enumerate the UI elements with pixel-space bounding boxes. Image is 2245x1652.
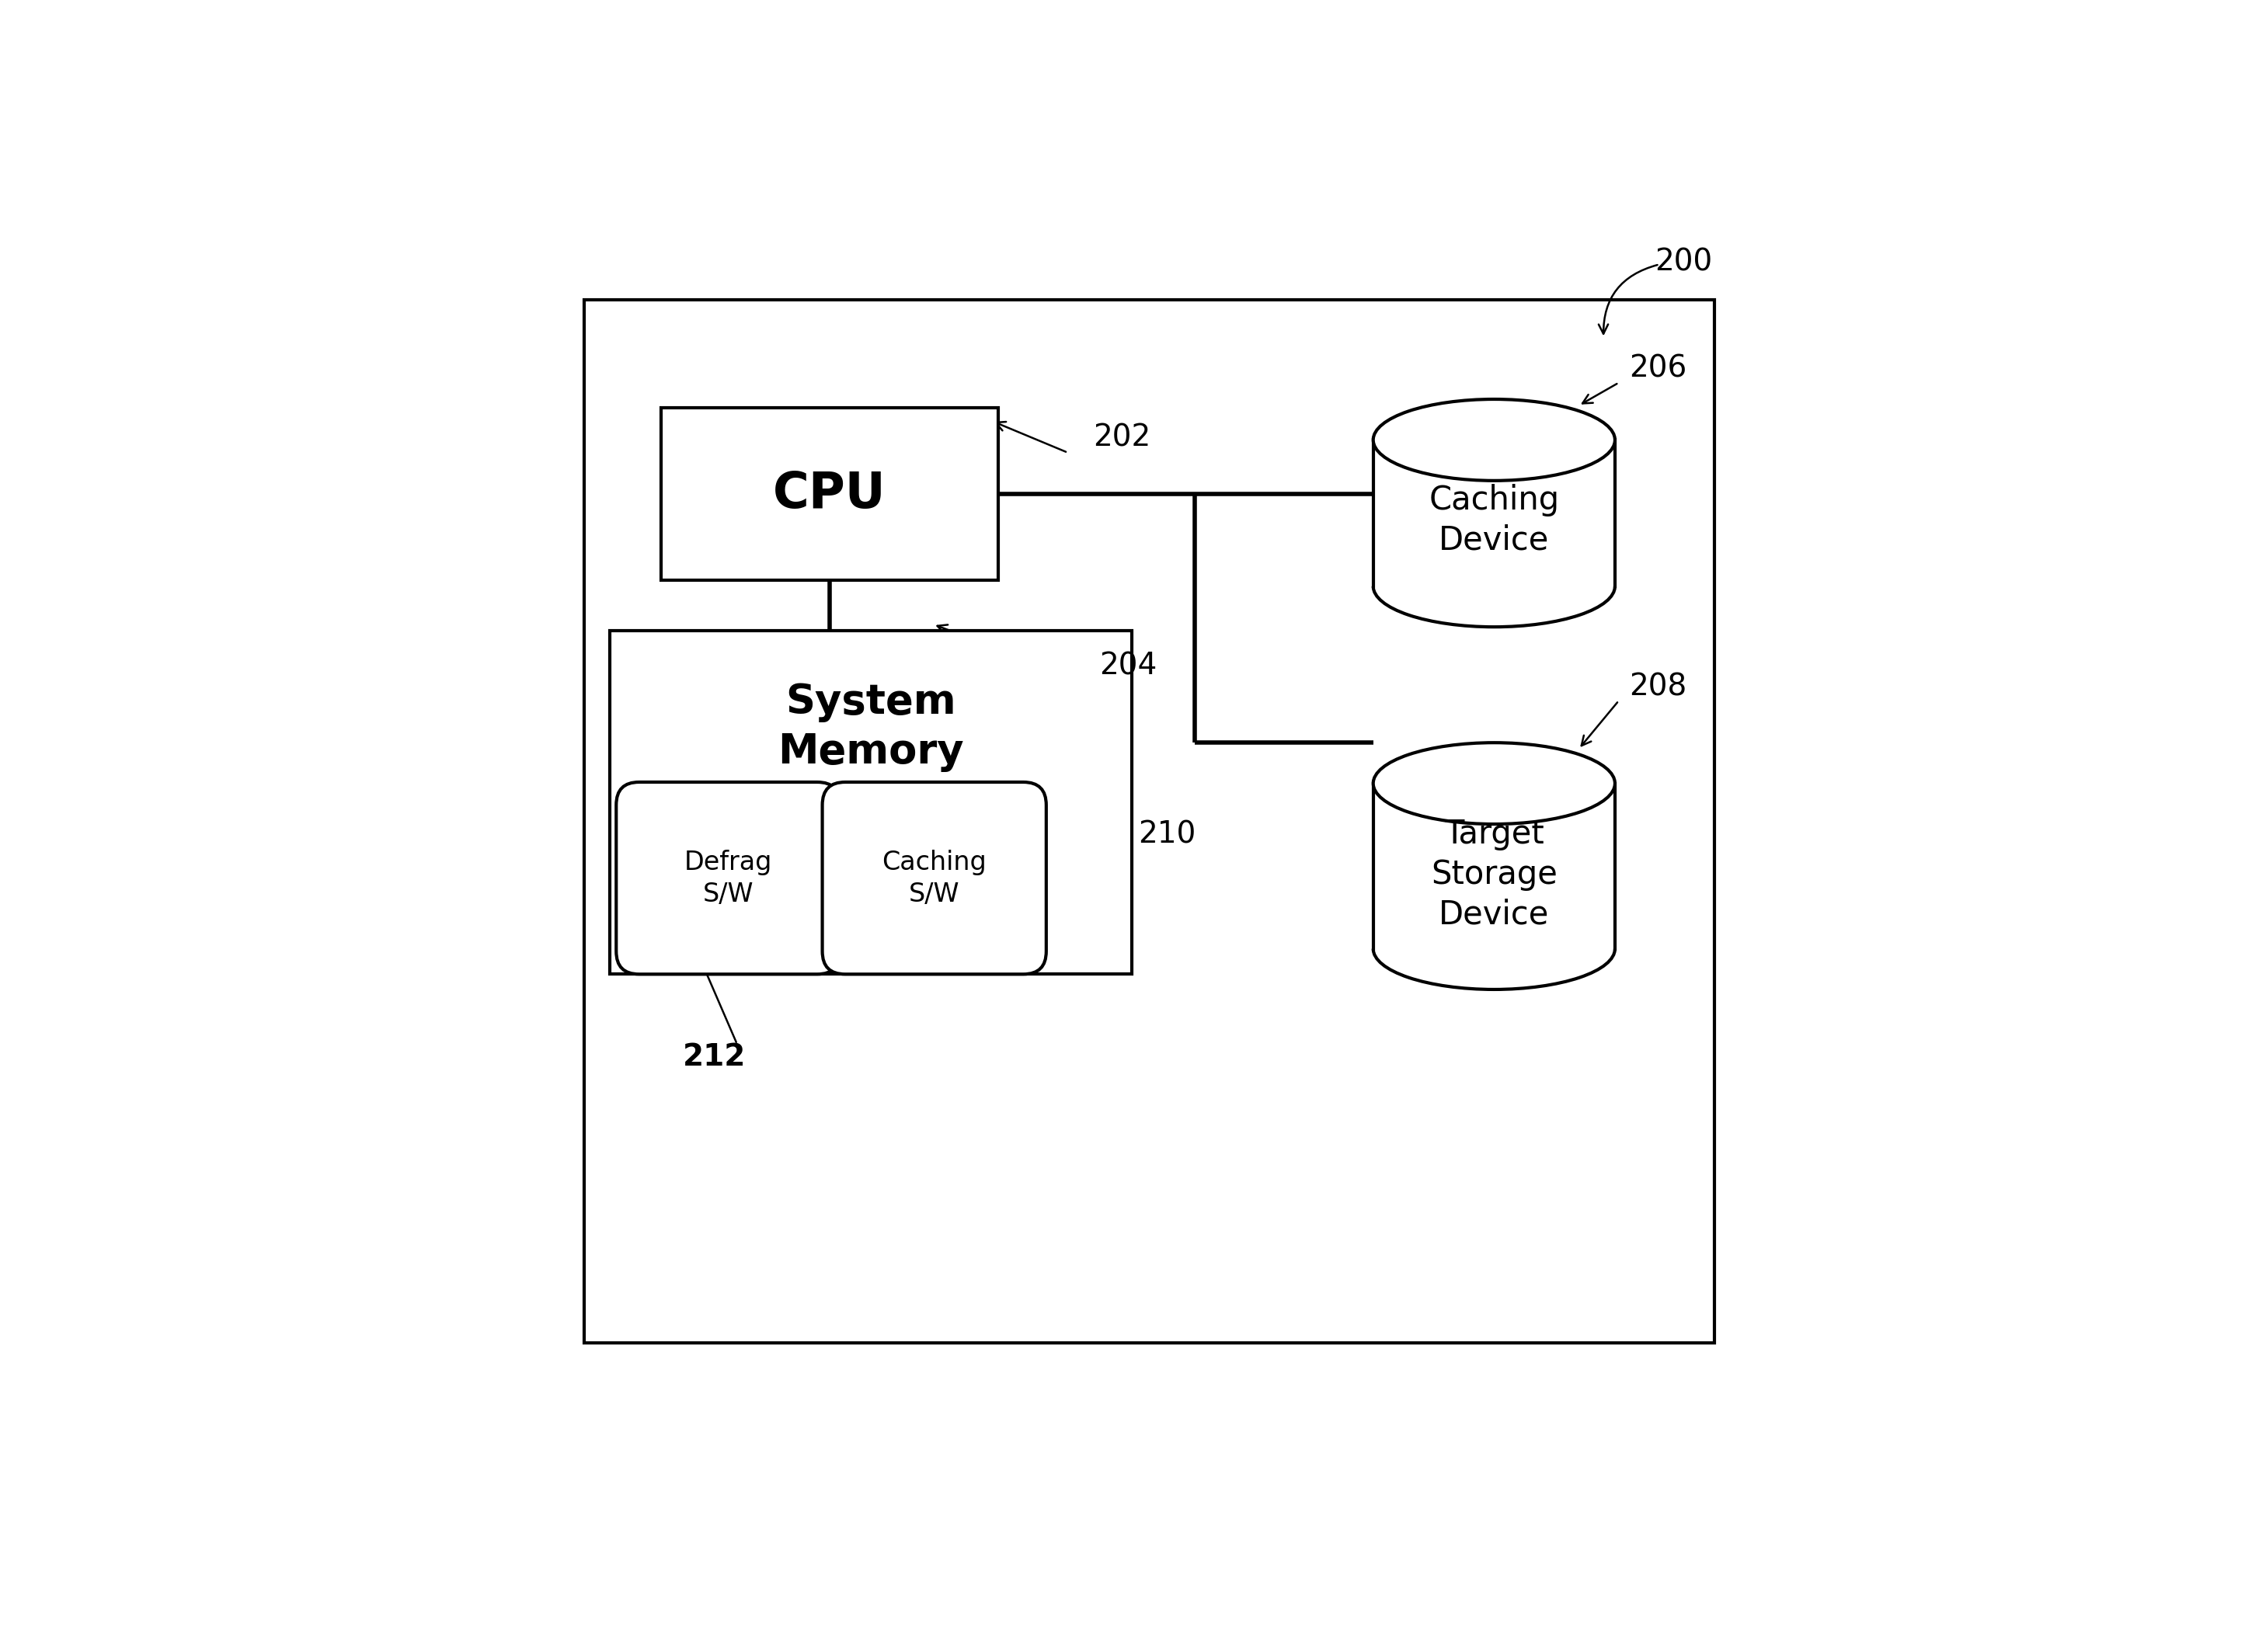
Text: Caching
S/W: Caching S/W — [882, 849, 986, 907]
Bar — [611, 631, 1131, 975]
Text: 210: 210 — [1138, 819, 1197, 849]
Text: 206: 206 — [1630, 354, 1686, 383]
Text: Defrag
S/W: Defrag S/W — [685, 849, 772, 907]
Text: 202: 202 — [1093, 423, 1152, 453]
Text: 208: 208 — [1630, 672, 1686, 702]
Ellipse shape — [1374, 743, 1614, 824]
Text: System
Memory: System Memory — [777, 682, 963, 771]
FancyBboxPatch shape — [615, 781, 840, 975]
Text: Caching
Device: Caching Device — [1428, 484, 1560, 557]
Text: 204: 204 — [1100, 651, 1158, 681]
FancyBboxPatch shape — [822, 781, 1046, 975]
Bar — [1374, 439, 1614, 586]
Bar — [660, 408, 997, 580]
Text: 200: 200 — [1655, 248, 1713, 276]
Text: Target
Storage
Device: Target Storage Device — [1430, 818, 1558, 932]
Ellipse shape — [1374, 400, 1614, 481]
Ellipse shape — [1374, 743, 1614, 824]
Text: CPU: CPU — [772, 469, 887, 519]
Bar — [1374, 783, 1614, 948]
Text: 212: 212 — [682, 1042, 745, 1072]
Bar — [584, 301, 1715, 1343]
Ellipse shape — [1374, 400, 1614, 481]
